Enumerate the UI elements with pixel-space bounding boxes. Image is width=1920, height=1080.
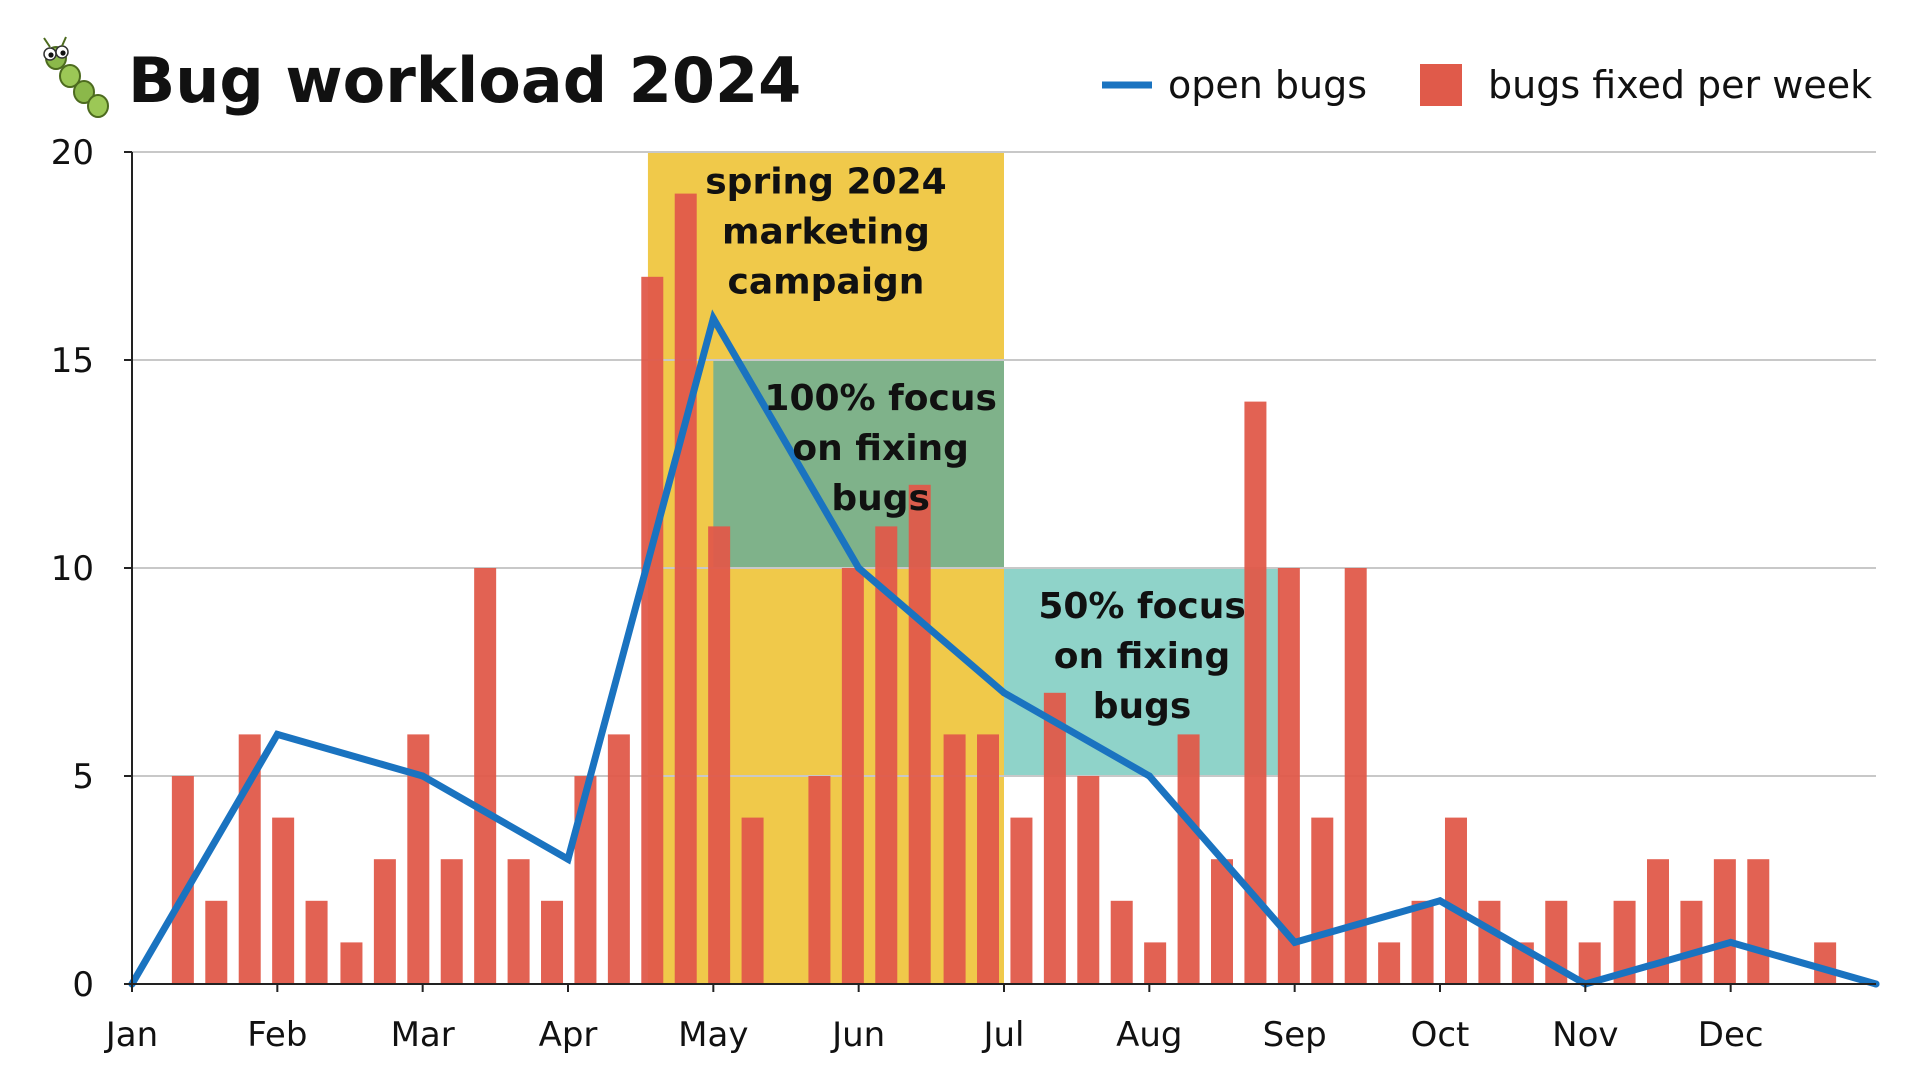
- region-annotations: spring 2024 marketing campaign 100% focus on…: [705, 162, 1246, 727]
- region-label-1-line-1: spring 2024: [705, 162, 946, 203]
- bar-week-30: [1177, 734, 1200, 984]
- bar-week-45: [1680, 900, 1703, 984]
- y-tick-label-15: 15: [51, 341, 94, 381]
- x-tick-label-Dec: Dec: [1698, 1015, 1764, 1055]
- bar-week-14: [607, 734, 630, 984]
- bar-week-24: [977, 734, 1000, 984]
- bar-week-38: [1444, 817, 1467, 984]
- bar-week-9: [440, 859, 463, 984]
- bar-week-17: [708, 526, 731, 984]
- bar-week-42: [1578, 942, 1601, 984]
- y-tick-label-10: 10: [51, 549, 94, 589]
- region-label-3-line-3: bugs: [1093, 686, 1192, 727]
- bar-week-20: [841, 568, 864, 984]
- bar-week-18: [741, 817, 764, 984]
- legend-label-open-bugs: open bugs: [1168, 63, 1367, 107]
- bar-week-5: [305, 900, 328, 984]
- bar-week-46: [1713, 859, 1736, 984]
- legend-bar-swatch: [1420, 64, 1462, 106]
- x-tick-label-May: May: [678, 1015, 748, 1055]
- bar-week-31: [1211, 859, 1233, 984]
- x-tick-label-Oct: Oct: [1411, 1015, 1470, 1055]
- region-label-2-line-2: on fixing: [792, 428, 969, 469]
- bar-week-2: [205, 900, 228, 984]
- bar-week-22: [908, 484, 931, 984]
- x-tick-label-Jul: Jul: [981, 1015, 1024, 1055]
- bar-week-32: [1244, 401, 1267, 985]
- bar-week-27: [1077, 776, 1100, 984]
- bar-series: [171, 193, 1837, 985]
- bar-week-49: [1814, 942, 1837, 984]
- chart-header: Bug workload 2024: [43, 36, 801, 118]
- bar-week-15: [641, 276, 664, 984]
- open-bugs-point-Oct: [1436, 897, 1444, 905]
- bar-week-37: [1411, 900, 1434, 984]
- bar-week-8: [407, 734, 430, 984]
- x-tick-label-Jan: Jan: [104, 1015, 158, 1055]
- y-tick-label-5: 5: [72, 757, 94, 797]
- x-tick-label-Jun: Jun: [830, 1015, 885, 1055]
- region-label-1-line-3: campaign: [727, 262, 924, 303]
- axes: 0 5 10 15 20 Jan Feb Mar Apr May Jun Jul Aug Sep Oct No…: [51, 133, 1876, 1055]
- bar-week-39: [1478, 900, 1501, 984]
- x-tick-label-Nov: Nov: [1552, 1015, 1618, 1055]
- bar-week-16: [674, 193, 697, 985]
- bar-week-6: [340, 942, 363, 984]
- legend: open bugs bugs fixed per week: [1102, 63, 1872, 107]
- bar-week-21: [875, 526, 898, 984]
- bar-week-25: [1010, 817, 1033, 984]
- caterpillar-bug-icon: [43, 36, 109, 118]
- region-label-3-line-1: 50% focus: [1038, 586, 1246, 627]
- region-label-2-line-1: 100% focus: [764, 378, 997, 419]
- bar-week-47: [1747, 859, 1770, 984]
- x-tick-label-Sep: Sep: [1263, 1015, 1327, 1055]
- chart-title: Bug workload 2024: [128, 44, 801, 117]
- x-tick-label-Mar: Mar: [391, 1015, 455, 1055]
- bar-week-26: [1043, 692, 1066, 984]
- bar-week-33: [1277, 568, 1300, 984]
- open-bugs-point-Mar: [419, 772, 427, 780]
- bar-week-1: [171, 776, 194, 984]
- open-bugs-point-Apr: [564, 855, 572, 863]
- open-bugs-point-Sep: [1291, 938, 1299, 946]
- bar-week-28: [1110, 900, 1133, 984]
- open-bugs-point-Dec: [1727, 938, 1735, 946]
- legend-label-bugs-fixed: bugs fixed per week: [1488, 63, 1872, 107]
- bar-week-44: [1647, 859, 1669, 984]
- bar-week-7: [373, 859, 396, 984]
- open-bugs-point-Aug: [1145, 772, 1153, 780]
- bar-week-34: [1311, 817, 1334, 984]
- open-bugs-point-Jun: [855, 564, 863, 572]
- x-tick-label-Apr: Apr: [539, 1015, 598, 1055]
- region-label-2-line-3: bugs: [831, 478, 930, 519]
- x-tick-label-Aug: Aug: [1116, 1015, 1182, 1055]
- bar-week-35: [1344, 568, 1367, 984]
- bar-week-23: [943, 734, 966, 984]
- bar-week-19: [808, 776, 831, 984]
- open-bugs-point-Feb: [273, 730, 281, 738]
- bar-week-10: [474, 568, 497, 984]
- bar-week-4: [272, 817, 295, 984]
- bar-week-29: [1144, 942, 1167, 984]
- region-label-1-line-2: marketing: [722, 212, 930, 253]
- bar-week-36: [1378, 942, 1401, 984]
- open-bugs-point-May: [709, 314, 717, 322]
- y-tick-label-20: 20: [51, 133, 94, 173]
- bar-week-43: [1613, 900, 1636, 984]
- x-tick-label-Feb: Feb: [247, 1015, 307, 1055]
- open-bugs-point-Jul: [1000, 689, 1008, 697]
- region-label-3-line-2: on fixing: [1054, 636, 1231, 677]
- bar-week-11: [507, 859, 530, 984]
- y-tick-label-0: 0: [72, 965, 94, 1005]
- bar-week-12: [541, 900, 564, 984]
